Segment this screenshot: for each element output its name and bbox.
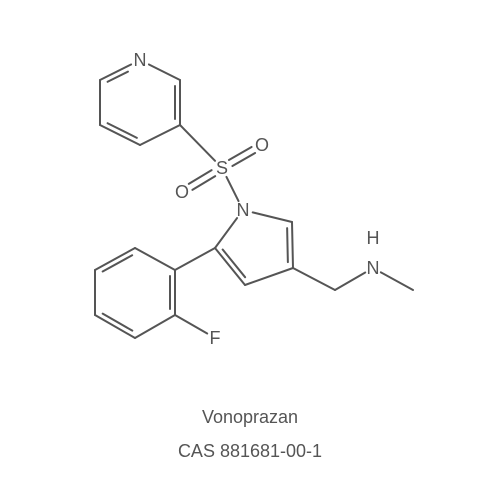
compound-name: Vonoprazan: [0, 407, 500, 428]
svg-text:N: N: [237, 200, 250, 220]
svg-text:N: N: [134, 50, 147, 70]
svg-text:O: O: [175, 182, 189, 202]
structure-svg: NSOONFNH: [0, 0, 500, 420]
svg-text:F: F: [210, 328, 221, 348]
svg-text:H: H: [367, 228, 380, 248]
structure-svg-wrapper: NSOONFNH: [0, 0, 500, 425]
svg-text:O: O: [255, 135, 269, 155]
svg-text:N: N: [367, 258, 380, 278]
chemical-structure-card: NSOONFNH Vonoprazan CAS 881681-00-1: [0, 0, 500, 500]
svg-text:S: S: [216, 158, 228, 178]
cas-number: CAS 881681-00-1: [0, 441, 500, 462]
